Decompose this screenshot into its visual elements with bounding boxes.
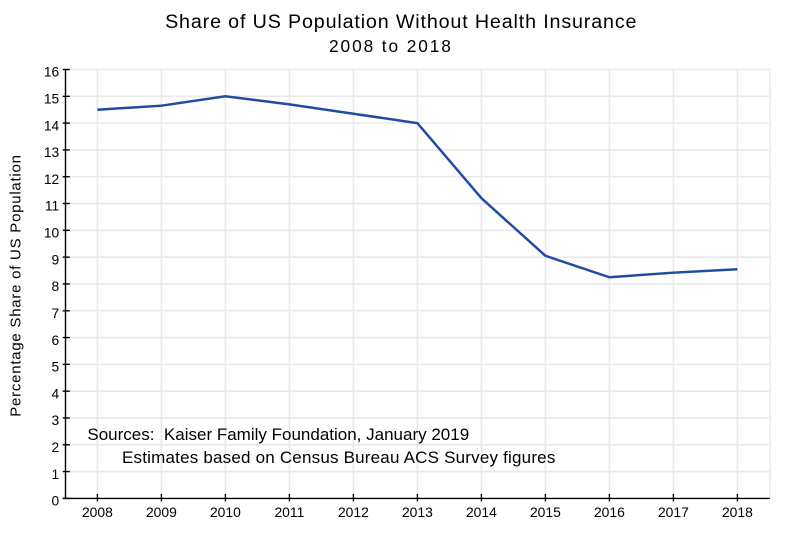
svg-text:10: 10 (44, 226, 60, 241)
svg-text:2008 to 2018: 2008 to 2018 (329, 36, 453, 56)
svg-text:13: 13 (44, 145, 60, 160)
svg-text:Percentage Share of US Populat: Percentage Share of US Population (8, 154, 25, 416)
svg-text:2017: 2017 (658, 504, 689, 520)
svg-text:2011: 2011 (274, 504, 304, 520)
svg-text:7: 7 (52, 306, 60, 321)
svg-text:2008: 2008 (82, 504, 113, 520)
svg-text:4: 4 (52, 386, 60, 401)
svg-text:Estimates based on Census Bure: Estimates based on Census Bureau ACS Sur… (122, 448, 556, 467)
svg-text:2013: 2013 (402, 504, 433, 520)
svg-text:5: 5 (52, 360, 60, 375)
svg-text:2015: 2015 (530, 504, 561, 520)
svg-text:8: 8 (52, 279, 60, 294)
svg-text:2014: 2014 (466, 504, 497, 520)
svg-text:0: 0 (52, 494, 60, 509)
svg-text:2009: 2009 (146, 504, 177, 520)
svg-text:2010: 2010 (210, 504, 241, 520)
svg-text:16: 16 (44, 65, 60, 80)
svg-text:Sources: Kaiser Family Founda: Sources: Kaiser Family Foundation, Janua… (87, 425, 469, 444)
svg-text:3: 3 (52, 413, 60, 428)
svg-text:9: 9 (52, 252, 60, 267)
svg-text:Share of US Population Without: Share of US Population Without Health In… (165, 11, 637, 33)
svg-text:6: 6 (52, 333, 60, 348)
svg-text:2012: 2012 (338, 504, 369, 520)
svg-text:2018: 2018 (722, 504, 753, 520)
svg-text:2: 2 (52, 440, 60, 455)
svg-text:2016: 2016 (594, 504, 625, 520)
svg-text:15: 15 (44, 92, 60, 107)
svg-text:1: 1 (52, 467, 60, 482)
svg-text:14: 14 (44, 118, 60, 133)
svg-text:12: 12 (44, 172, 59, 187)
svg-text:11: 11 (45, 199, 59, 214)
